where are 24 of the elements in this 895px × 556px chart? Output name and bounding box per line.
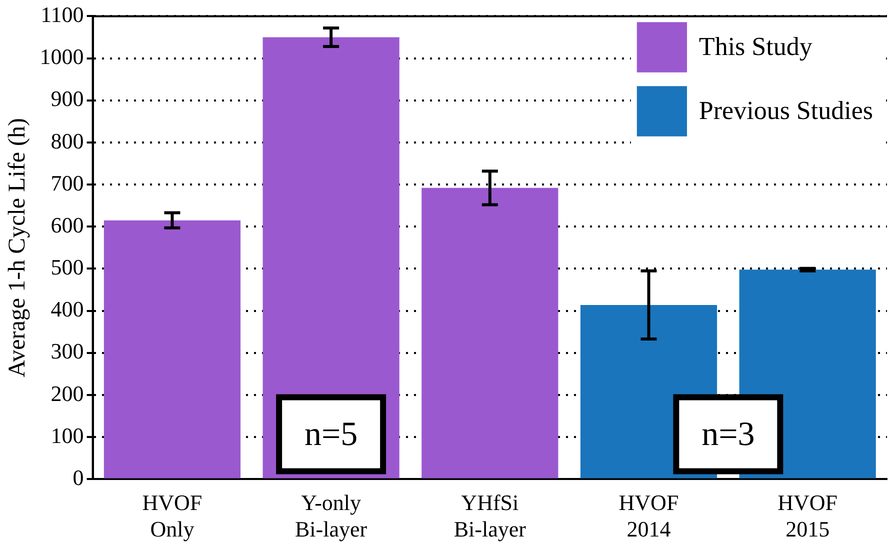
x-tick-label: YHfSi Bi-layer xyxy=(454,490,527,542)
y-tick-label: 800 xyxy=(50,128,84,154)
legend-label: Previous Studies xyxy=(698,96,874,126)
y-tick-label: 200 xyxy=(50,380,84,406)
y-tick-label: 700 xyxy=(50,170,84,196)
y-axis-title: Average 1-h Cycle Life (h) xyxy=(4,118,31,378)
annotation: n=3 xyxy=(702,416,755,454)
x-tick-label: HVOF Only xyxy=(142,490,202,542)
x-tick-label: HVOF 2015 xyxy=(778,490,838,542)
y-tick-label: 300 xyxy=(50,338,84,364)
x-tick-label: Y-only Bi-layer xyxy=(295,490,368,542)
y-tick-label: 900 xyxy=(50,86,84,112)
y-tick-label: 500 xyxy=(50,254,84,280)
y-tick-label: 1000 xyxy=(40,44,84,70)
x-tick-label: HVOF 2014 xyxy=(618,490,679,542)
y-tick-label: 100 xyxy=(50,422,84,448)
bar xyxy=(104,220,241,478)
y-tick-label: 600 xyxy=(50,212,84,238)
annotation: n=5 xyxy=(304,416,358,454)
y-tick-label: 0 xyxy=(72,464,84,490)
y-tick-label: 400 xyxy=(50,296,84,322)
legend-label: This Study xyxy=(698,32,812,62)
bar xyxy=(422,188,558,478)
y-tick-label: 1100 xyxy=(40,2,84,27)
